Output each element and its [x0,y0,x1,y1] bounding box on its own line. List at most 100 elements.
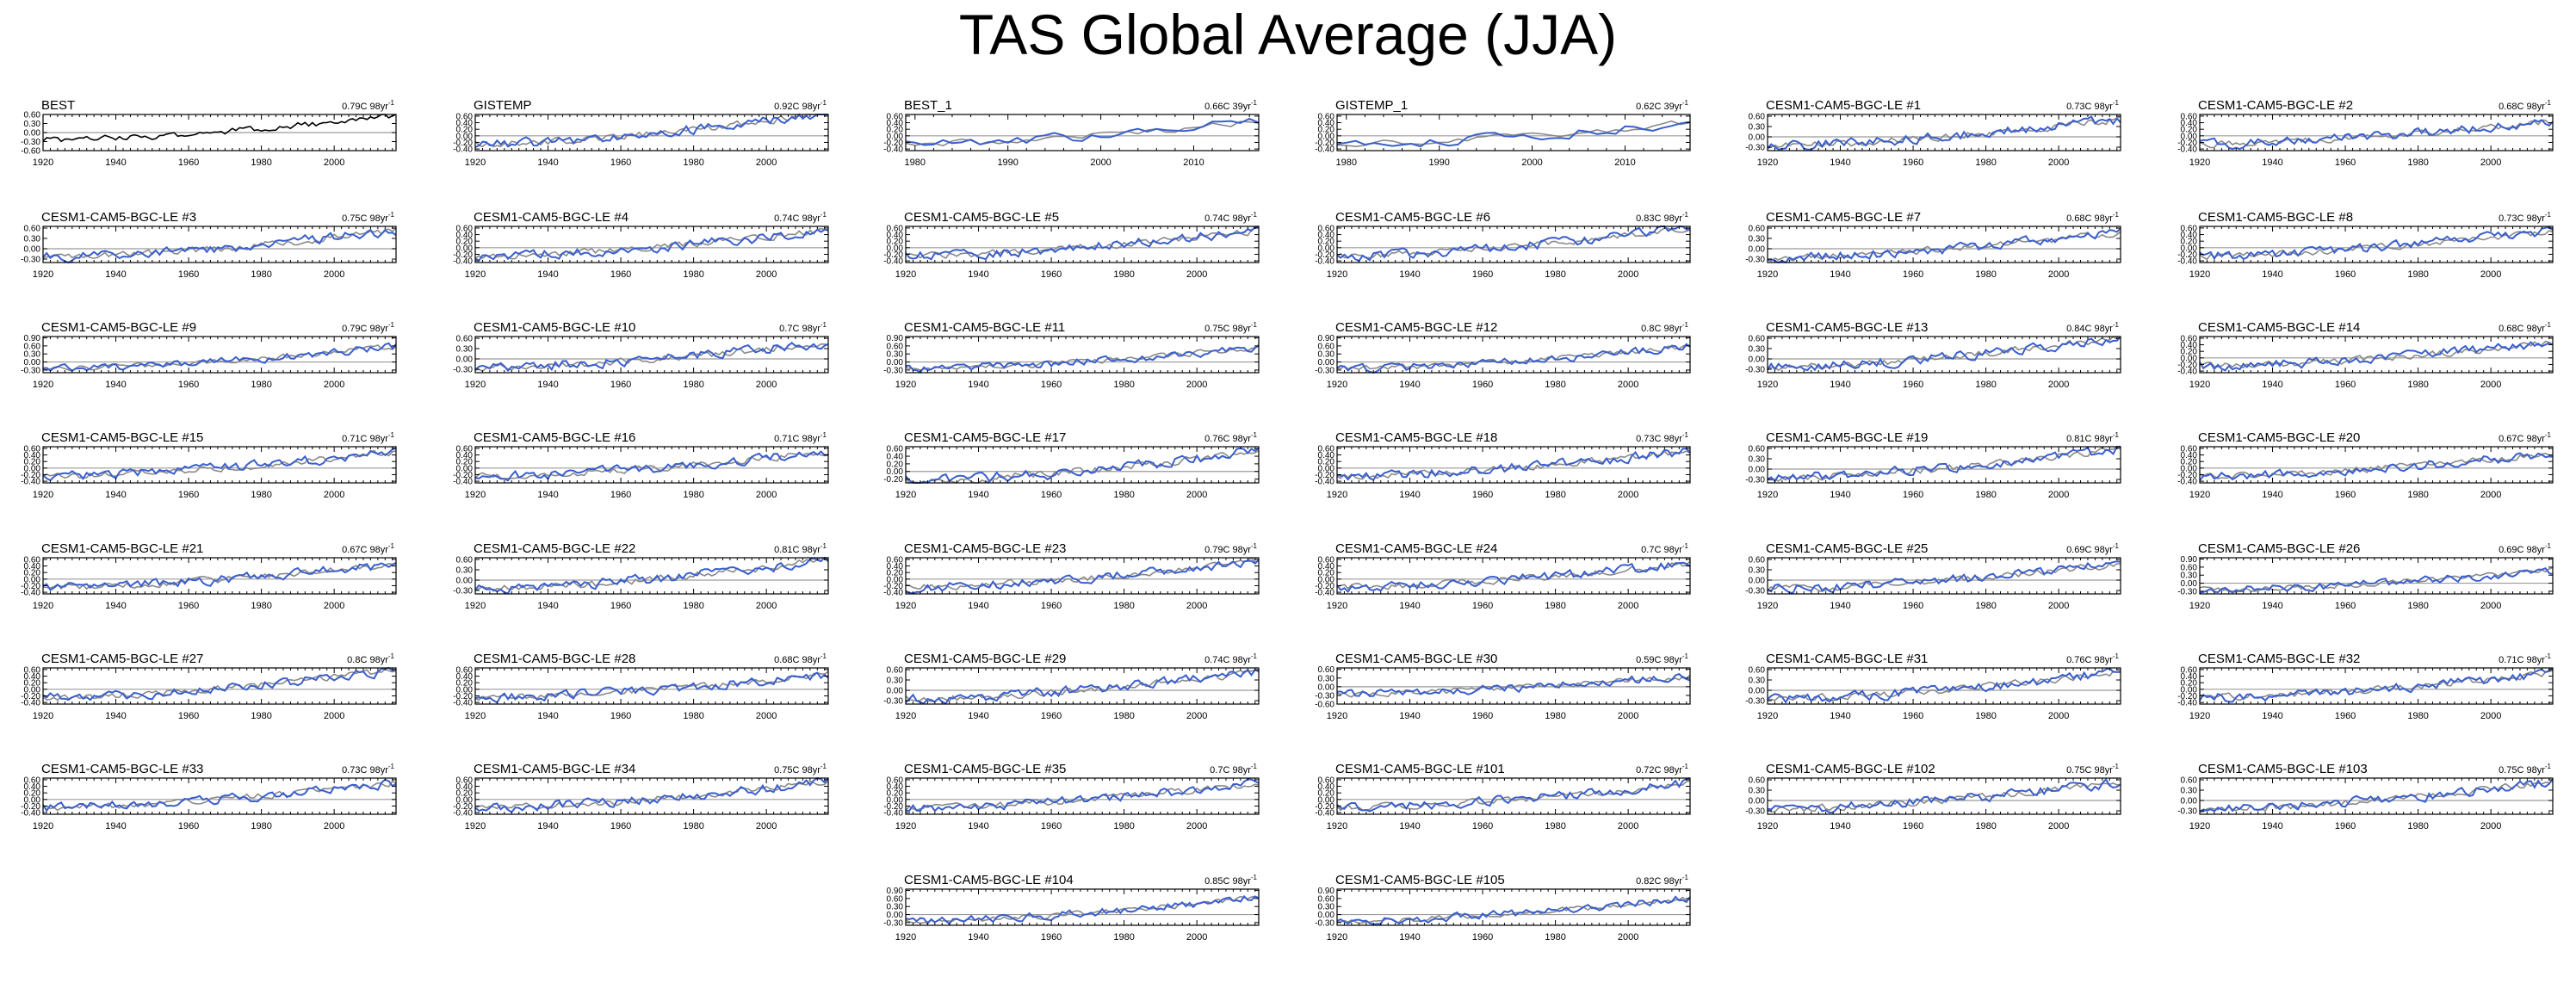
y-tick-label: 0.20 [1318,458,1335,467]
y-tick-label: 0.60 [2181,112,2198,121]
series-line-model [2199,341,2554,372]
series-line-obs_overlay [2199,452,2554,479]
x-tick-label: 1940 [1830,269,1850,280]
panel-title: CESM1-CAM5-BGC-LE #10 [474,320,635,335]
trend-label: 0.74C 98yr-1 [1204,652,1257,665]
y-tick-label: 0.40 [456,231,474,240]
plot-frame [474,777,829,815]
y-tick-label: -0.30 [883,697,903,707]
y-tick-label: 0.30 [1749,123,1766,133]
x-tick-label: 1960 [1903,490,1923,500]
trend-label: 0.74C 98yr-1 [774,211,827,224]
panel-title: CESM1-CAM5-BGC-LE #14 [2198,320,2360,335]
y-tick-label: 0.60 [887,112,904,121]
y-tick-label: -0.20 [453,802,473,812]
plot-frame [2199,557,2554,595]
y-tick-label: 0.60 [2181,563,2198,572]
series-line-obs_overlay [474,452,829,479]
x-tick-label: 1920 [465,711,486,721]
x-tick-label: 2000 [2480,490,2501,500]
panel-title: CESM1-CAM5-BGC-LE #1 [1766,98,1921,113]
x-tick-label: 1940 [537,380,558,390]
x-tick-label: 2000 [756,490,777,500]
x-tick-label: 1960 [2335,380,2356,390]
chart-panel: CESM1-CAM5-BGC-LE #32 0.71C 98yr-1 0.600.4… [2177,652,2554,721]
trend-exponent: -1 [2113,431,2120,439]
x-tick-label: 1920 [465,158,486,168]
x-tick-label: 1920 [2189,269,2210,280]
series-line-obs_overlay [42,668,397,701]
trend-exponent: -1 [2545,431,2552,439]
trend-exponent: -1 [1251,321,1258,329]
x-tick-label: 1960 [1041,380,1062,390]
y-tick-label: 0.60 [24,665,41,675]
page-title: TAS Global Average (JJA) [958,3,1618,66]
y-tick-label: 0.00 [456,577,474,586]
x-tick-label: 1980 [683,821,703,831]
x-tick-label: 1980 [2407,490,2428,500]
x-tick-label: 2000 [324,711,344,721]
plot-frame [1767,446,2121,484]
y-tick-label: 0.20 [1318,789,1335,799]
series-line-obs_overlay [905,449,1260,484]
y-tick-label: -0.30 [1745,807,1765,817]
x-tick-label: 1940 [105,711,126,721]
y-tick-label: 0.30 [456,345,474,355]
plot-frame [905,777,1260,815]
trend-label: 0.76C 98yr-1 [2066,652,2119,665]
x-tick-label: 2000 [1186,490,1207,500]
x-tick-label: 2000 [324,490,344,500]
y-tick-label: -0.40 [883,145,903,155]
chart-panel: CESM1-CAM5-BGC-LE #24 0.7C 98yr-1 0.600.40… [1315,541,1691,611]
x-tick-label: 2000 [2048,711,2069,721]
y-tick-label: 0.00 [24,685,41,695]
x-tick-label: 1940 [2262,711,2282,721]
y-tick-label: 0.20 [887,460,904,469]
y-tick-label: -0.20 [453,692,473,701]
y-tick-label: -0.40 [1315,145,1334,155]
x-tick-label: 1960 [2335,158,2356,168]
x-tick-label: 1960 [178,380,199,390]
plot-frame [1336,226,1691,263]
x-tick-label: 2000 [2048,158,2069,168]
x-tick-label: 1960 [1472,601,1493,611]
y-tick-label: 0.20 [2181,679,2198,689]
y-tick-label: 0.40 [1318,782,1335,792]
y-tick-label: 0.00 [887,244,904,253]
x-tick-label: 1920 [1757,711,1778,721]
x-tick-label: 1960 [610,490,631,500]
x-tick-label: 1920 [1757,380,1778,390]
y-tick-label: 0.60 [887,224,904,233]
chart-panel: CESM1-CAM5-BGC-LE #28 0.68C 98yr-1 0.600.4… [453,652,829,721]
x-tick-label: 1980 [2407,269,2428,280]
y-tick-label: 0.40 [2181,451,2198,460]
y-tick-label: -0.20 [883,582,903,591]
x-tick-label: 1980 [1975,490,1996,500]
series-line-model [42,342,397,372]
y-tick-label: -0.40 [2177,368,2197,377]
y-tick-label: 0.00 [1318,575,1335,584]
chart-panel: CESM1-CAM5-BGC-LE #14 0.68C 98yr-1 0.600.4… [2177,320,2554,390]
chart-panel: CESM1-CAM5-BGC-LE #15 0.71C 98yr-1 0.600.4… [21,430,397,500]
series-line-model [1336,448,1691,481]
x-tick-label: 1960 [178,821,199,831]
x-tick-label: 1960 [1041,711,1062,721]
y-tick-label: -0.20 [1315,250,1334,260]
x-tick-label: 1940 [1830,711,1850,721]
y-tick-label: 0.60 [456,776,474,785]
chart-panel: BEST_1 0.66C 39yr-10.600.400.200.00-0.20-… [883,98,1260,168]
chart-panel: CESM1-CAM5-BGC-LE #26 0.69C 98yr-1 0.900.6… [2177,541,2554,611]
x-tick-label: 2000 [756,269,777,280]
y-tick-label: 0.60 [1318,224,1335,233]
y-tick-label: 0.00 [24,795,41,805]
y-tick-label: 0.00 [1318,464,1335,473]
trend-label: 0.92C 98yr-1 [774,99,827,112]
x-tick-label: 1940 [1830,490,1850,500]
trend-label: 0.79C 98yr-1 [342,321,394,334]
y-tick-label: -0.30 [1745,697,1765,707]
x-tick-label: 1940 [968,380,988,390]
y-tick-label: 0.20 [456,458,474,467]
trend-label: 0.7C 98yr-1 [1641,542,1688,555]
y-tick-label: 0.60 [1318,555,1335,565]
